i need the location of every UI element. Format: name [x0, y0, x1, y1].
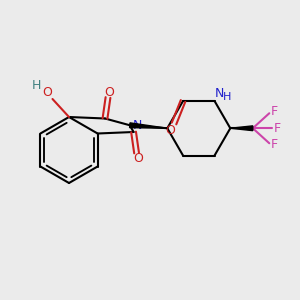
- Polygon shape: [130, 123, 167, 128]
- Text: H: H: [223, 92, 231, 102]
- Text: N: N: [133, 119, 142, 132]
- Text: O: O: [166, 124, 176, 136]
- Text: O: O: [42, 86, 52, 99]
- Text: O: O: [105, 85, 114, 99]
- Text: N: N: [214, 87, 224, 100]
- Text: F: F: [274, 122, 281, 135]
- Polygon shape: [230, 126, 253, 131]
- Text: F: F: [271, 105, 278, 118]
- Text: H: H: [31, 79, 41, 92]
- Text: O: O: [133, 152, 143, 165]
- Text: F: F: [271, 138, 278, 151]
